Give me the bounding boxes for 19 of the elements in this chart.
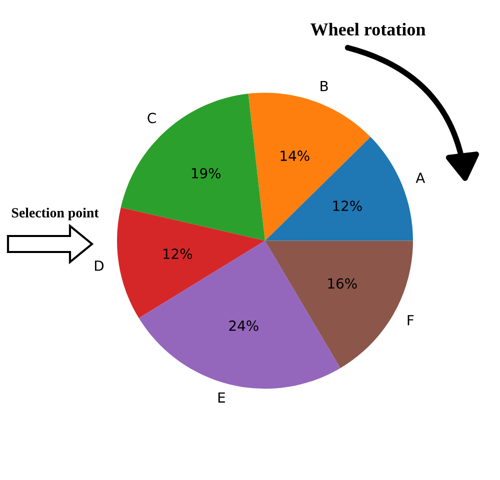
pie-slice: [265, 136, 413, 241]
data-label: 12%: [163, 248, 192, 260]
slice-label: E: [218, 392, 225, 403]
pie-slice: [117, 207, 265, 318]
text: Wheel rotation: [310, 22, 426, 36]
slice-label: D: [95, 260, 104, 271]
text: Selection point: [12, 208, 99, 220]
slice-label: F: [408, 315, 414, 326]
data-label: 14%: [280, 150, 310, 162]
data-label: 16%: [328, 278, 357, 289]
slice-label: A: [416, 172, 426, 183]
pie-slice: [120, 94, 265, 241]
data-label: 19%: [192, 168, 221, 179]
pie-slice: [265, 240, 413, 368]
data-label: 24%: [229, 320, 258, 331]
pie-slice: [248, 92, 370, 241]
slice-label: B: [320, 80, 328, 92]
data-label: 12%: [333, 200, 362, 212]
slice-label: C: [148, 112, 156, 124]
